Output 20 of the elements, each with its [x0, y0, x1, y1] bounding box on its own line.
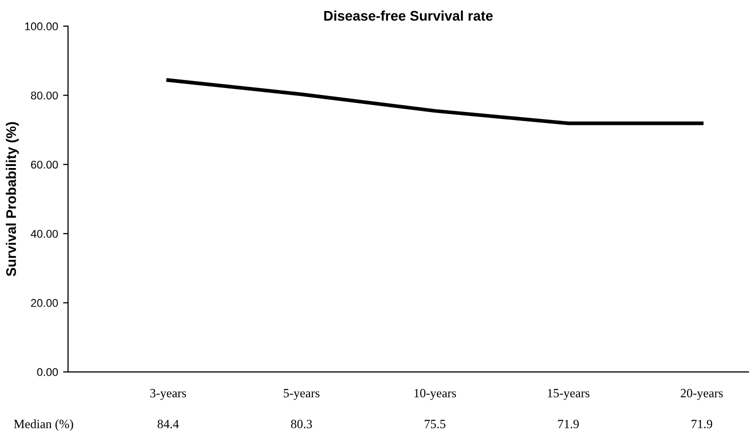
- y-tick-label: 60.00: [31, 160, 58, 169]
- data-label: 71.9: [558, 420, 579, 428]
- data-label: 71.9: [692, 420, 712, 428]
- x-tick-label: 20-years: [680, 388, 723, 400]
- y-tick-label: 20.00: [31, 299, 58, 307]
- text: Median (%): [14, 419, 74, 431]
- data-label: 75.5: [424, 420, 446, 428]
- chart-title: Disease-free Survival rate: [324, 10, 493, 21]
- y-tick-label: 0.00: [37, 368, 58, 376]
- x-tick-label: 5-years: [284, 389, 320, 400]
- y-tick-label: 100.00: [25, 22, 58, 30]
- data-label: 80.3: [291, 420, 312, 428]
- y-tick-label: 80.00: [31, 92, 58, 100]
- y-axis-title: Survival Probability (%): [6, 122, 19, 276]
- data-label: 84.4: [158, 420, 179, 428]
- x-tick-label: 3-years: [150, 388, 186, 400]
- x-tick-label: 10-years: [414, 388, 456, 400]
- x-tick-label: 15-years: [548, 388, 590, 400]
- y-tick-label: 40.00: [30, 230, 58, 238]
- line-series: [166, 78, 704, 126]
